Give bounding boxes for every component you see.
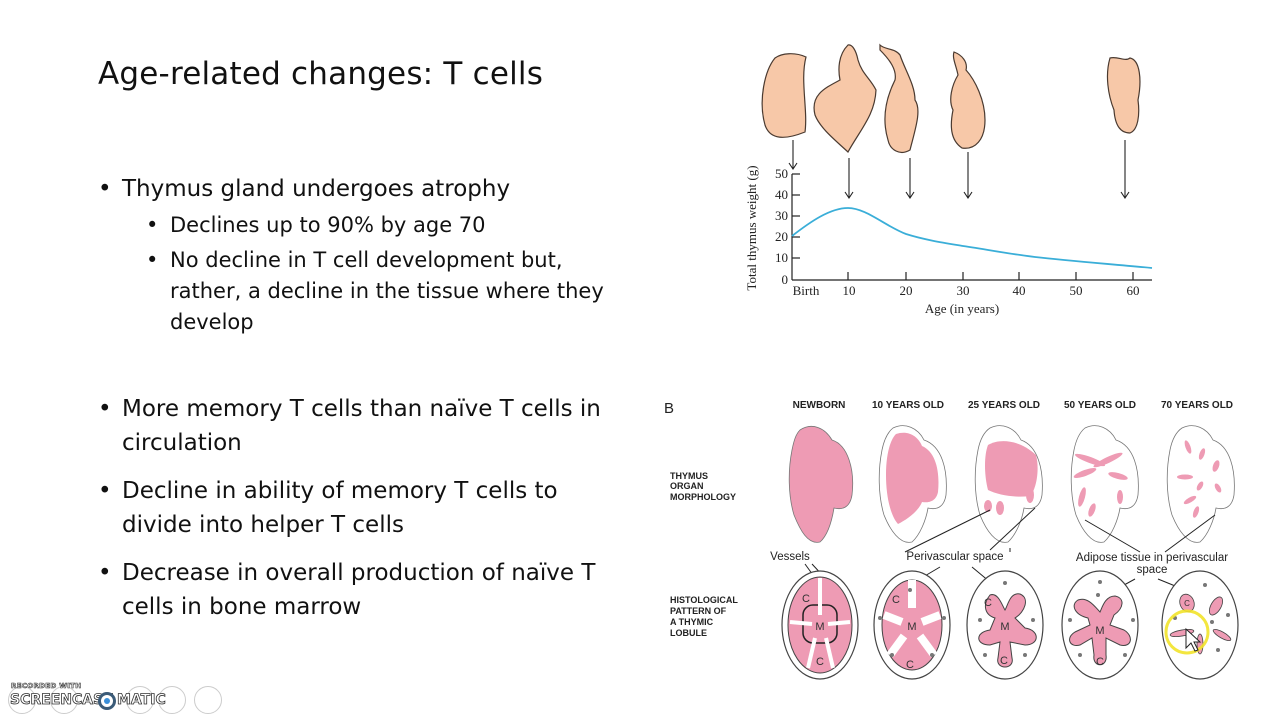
row-label-morph-2: ORGAN [670, 481, 704, 491]
y-tick-20: 20 [775, 229, 788, 244]
bullet-thymus-atrophy: Thymus gland undergoes atrophy [98, 172, 628, 206]
organ-birth [761, 53, 807, 138]
label-m: M [907, 621, 916, 633]
row-label-morph-1: THYMUS [670, 471, 708, 481]
cursor-highlight [1164, 609, 1210, 655]
lobule-70y [1161, 570, 1239, 680]
organ-age-20 [879, 43, 919, 153]
col-70-years: 70 YEARS OLD [1161, 400, 1233, 411]
x-tick-40: 40 [1013, 283, 1026, 298]
slide-title: Age-related changes: T cells [98, 56, 544, 92]
thymus-weight-chart: 50 40 30 20 10 0 Birth 10 20 30 40 50 60… [744, 43, 1153, 316]
subbullet-decline-90: Declines up to 90% by age 70 [98, 210, 628, 241]
y-tick-10: 10 [775, 250, 788, 265]
col-25-years: 25 YEARS OLD [968, 400, 1040, 411]
age-arrows [788, 140, 1130, 199]
bullet-naive-production: Decrease in overall production of naïve … [98, 556, 628, 624]
y-tick-30: 30 [775, 208, 788, 223]
label-m: M [1000, 621, 1009, 633]
lobule-25y [966, 570, 1044, 680]
row-label-hist-1: HISTOLOGICAL [670, 595, 738, 605]
col-newborn: NEWBORN [793, 400, 846, 411]
mouse-cursor-icon [1185, 627, 1202, 652]
label-c: C [906, 659, 914, 671]
row-label-hist-4: LOBULE [670, 628, 707, 638]
label-c: C [984, 597, 992, 609]
y-tick-40: 40 [775, 187, 788, 202]
label-adipose-1: Adipose tissue in perivascular [1076, 552, 1228, 564]
row-label-morph-3: MORPHOLOGY [670, 492, 736, 502]
label-c: C [816, 656, 824, 668]
y-tick-50: 50 [775, 166, 788, 181]
watermark-circle [8, 686, 36, 714]
watermark-circle [126, 686, 154, 714]
screencast-logo-icon [98, 692, 116, 710]
organ-50y [1070, 425, 1139, 543]
x-tick-50: 50 [1070, 283, 1083, 298]
y-tick-0: 0 [782, 272, 789, 287]
label-c: C [1184, 599, 1190, 608]
bullet-list-memory: More memory T cells than naïve T cells i… [98, 392, 628, 624]
row-label-hist-3: A THYMIC [670, 617, 714, 627]
label-c: C [1000, 655, 1008, 667]
subbullet-no-decline: No decline in T cell development but, ra… [98, 245, 628, 338]
x-tick-birth: Birth [793, 283, 820, 298]
organ-age-10 [813, 44, 877, 153]
row-label-hist-2: PATTERN OF [670, 606, 727, 616]
more-circle-icon [194, 686, 222, 714]
organ-outlines [788, 425, 1235, 543]
x-tick-10: 10 [843, 283, 856, 298]
bullet-list-thymus: Thymus gland undergoes atrophy Declines … [98, 172, 628, 338]
x-tick-20: 20 [900, 283, 913, 298]
watermark-recorded-with: RECORDED WITH [11, 682, 82, 691]
organ-newborn [788, 426, 854, 543]
label-adipose-2: space [1137, 564, 1168, 576]
bullet-memory-cells: More memory T cells than naïve T cells i… [98, 392, 628, 460]
watermark-circle [50, 686, 78, 714]
label-c: C [1096, 656, 1104, 668]
y-axis-label: Total thymus weight (g) [744, 165, 759, 290]
label-c: C [892, 594, 900, 606]
x-tick-60: 60 [1127, 283, 1140, 298]
x-axis-label: Age (in years) [925, 301, 999, 316]
watermark-brand-right: MATIC [117, 692, 167, 709]
thymus-weight-line [791, 207, 1153, 269]
x-tick-30: 30 [957, 283, 970, 298]
panel-label-b: B [664, 400, 674, 417]
label-m: M [1095, 625, 1104, 637]
thymus-organ-drawings [761, 43, 1141, 153]
vessel-dots [878, 580, 1230, 657]
organ-age-60 [1106, 56, 1141, 134]
label-vessels: Vessels [770, 551, 810, 563]
label-perivascular: Perivascular space [906, 551, 1003, 563]
lobule-50y [1061, 570, 1139, 680]
bullet-memory-divide: Decline in ability of memory T cells to … [98, 474, 628, 542]
label-m: M [815, 621, 824, 633]
col-50-years: 50 YEARS OLD [1064, 400, 1136, 411]
organ-age-30 [950, 51, 986, 149]
zoom-circle-icon [158, 686, 186, 714]
col-10-years: 10 YEARS OLD [872, 400, 944, 411]
watermark-brand-left: SCREENCAST [10, 692, 114, 709]
screencast-watermark: RECORDED WITH SCREENCAST MATIC [8, 680, 238, 716]
lobule-10y [873, 570, 951, 680]
chart-axes [791, 173, 1152, 281]
lobule-newborn [781, 570, 859, 680]
lobule-labels: C M C C M C C M C M C C [802, 593, 1190, 671]
label-c: C [802, 593, 810, 605]
thymus-morphology-figure: B NEWBORN 10 YEARS OLD 25 YEARS OLD 50 Y… [664, 400, 1239, 680]
